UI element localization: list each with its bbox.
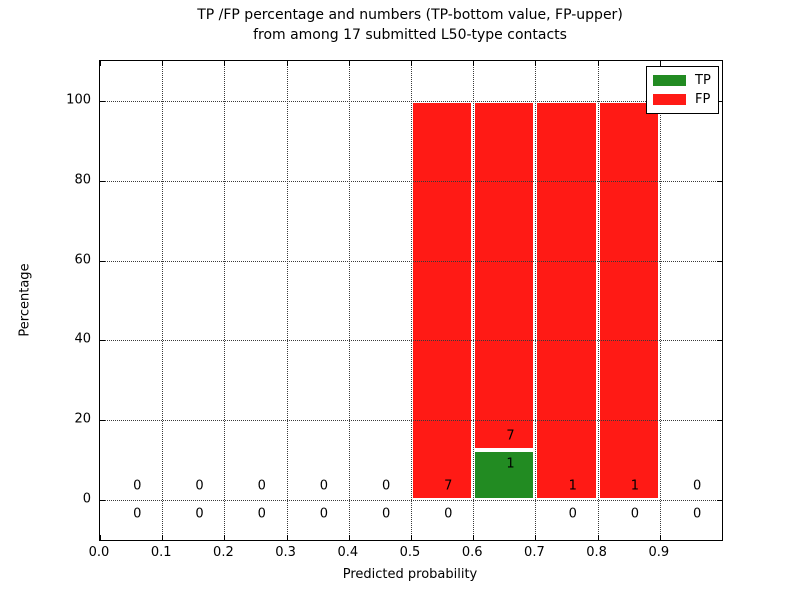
x-tick-mark (535, 61, 537, 66)
legend-label: TP (695, 73, 711, 88)
y-tick-label: 80 (74, 172, 91, 188)
x-tick-mark (348, 535, 350, 540)
fp-count-label: 1 (630, 478, 640, 494)
tp-count-label: 1 (506, 456, 515, 472)
fp-count-label: 0 (257, 478, 266, 494)
x-tick-mark (411, 535, 412, 540)
bar-segment-tp (473, 450, 536, 501)
plot-area: 0 0 0 0 0 0 0 0 0 0 7 0 7 1 1 0 1 0 0 0 (99, 60, 723, 541)
x-tick-label: 0.7 (524, 545, 545, 560)
bar-segment-fp (535, 100, 598, 501)
x-tick-mark (162, 61, 164, 66)
tp-count-label: 0 (568, 506, 577, 522)
x-tick-label: 0.8 (586, 545, 607, 560)
x-tick-mark (286, 61, 288, 66)
legend-label: FP (695, 92, 711, 107)
tp-count-label: 0 (195, 506, 204, 522)
x-tick-mark (224, 535, 226, 540)
tp-count-label: 0 (444, 506, 453, 522)
x-tick-mark (597, 61, 599, 66)
grid-line-vertical (597, 61, 599, 540)
y-tick-mark (717, 100, 722, 102)
x-tick-label: 0.3 (275, 545, 296, 560)
grid-line-vertical (535, 61, 537, 540)
grid-line-vertical (473, 61, 475, 540)
x-tick-mark (535, 535, 537, 540)
x-tick-mark (348, 61, 350, 66)
x-tick-label: 0.5 (399, 545, 421, 560)
bar-segment-fp (473, 100, 536, 451)
tp-count-label: 0 (133, 506, 142, 522)
x-tick-label: 0.6 (461, 545, 483, 560)
legend-swatch-fp (653, 94, 686, 105)
y-tick-mark (100, 180, 105, 182)
x-tick-mark (286, 535, 288, 540)
bar-segment-fp (411, 100, 474, 501)
y-tick-mark (100, 100, 105, 102)
fp-count-label: 0 (195, 478, 204, 494)
x-tick-mark (659, 535, 661, 540)
y-tick-mark (717, 180, 722, 182)
y-tick-mark (717, 260, 722, 262)
x-tick-label: 0.4 (337, 545, 359, 560)
y-tick-label: 20 (74, 411, 91, 427)
x-tick-mark (100, 61, 101, 66)
legend-item: TP (653, 71, 711, 90)
tp-count-label: 0 (692, 506, 702, 522)
x-tick-mark (659, 61, 661, 66)
x-tick-label: 0.0 (88, 545, 110, 560)
grid-line-vertical (224, 61, 226, 540)
grid-line-vertical (659, 61, 661, 540)
x-tick-mark (100, 535, 101, 540)
tp-count-label: 0 (319, 506, 329, 522)
legend-item: FP (653, 90, 711, 109)
grid-line-vertical (286, 61, 288, 540)
y-tick-mark (100, 340, 105, 342)
bar-segment-fp (597, 100, 660, 501)
fp-count-label: 0 (319, 478, 329, 494)
fp-count-label: 7 (444, 478, 453, 494)
y-tick-label: 60 (74, 252, 91, 268)
y-tick-mark (717, 340, 722, 342)
y-tick-mark (100, 260, 105, 262)
x-tick-mark (597, 535, 599, 540)
x-tick-label: 0.9 (648, 545, 670, 560)
x-tick-mark (473, 535, 475, 540)
grid-line-vertical (411, 61, 412, 540)
x-tick-mark (224, 61, 226, 66)
y-tick-label: 100 (66, 92, 91, 108)
x-tick-label: 0.1 (150, 545, 172, 560)
chart-title-line2: from among 17 submitted L50-type contact… (253, 27, 567, 43)
y-tick-mark (100, 500, 105, 502)
fp-count-label: 7 (506, 428, 515, 444)
y-tick-label: 0 (82, 491, 91, 507)
fp-count-label: 0 (692, 478, 702, 494)
y-tick-mark (717, 500, 722, 502)
grid-line-vertical (162, 61, 164, 540)
x-tick-label: 0.2 (213, 545, 234, 560)
tp-count-label: 0 (381, 506, 391, 522)
grid-line-vertical (348, 61, 350, 540)
x-tick-mark (473, 61, 475, 66)
tp-count-label: 0 (257, 506, 266, 522)
fp-count-label: 1 (568, 478, 577, 494)
chart-title-line1: TP /FP percentage and numbers (TP-bottom… (197, 7, 623, 23)
y-tick-mark (100, 420, 105, 422)
y-tick-label: 40 (74, 331, 91, 347)
y-axis-label: Percentage (17, 263, 33, 337)
fp-count-label: 0 (381, 478, 391, 494)
legend-swatch-tp (653, 75, 686, 86)
x-axis-label: Predicted probability (342, 567, 478, 582)
fp-count-label: 0 (133, 478, 142, 494)
tp-count-label: 0 (630, 506, 640, 522)
legend: TP FP (646, 66, 719, 114)
x-tick-mark (411, 61, 412, 66)
x-tick-mark (162, 535, 164, 540)
y-tick-mark (717, 420, 722, 422)
